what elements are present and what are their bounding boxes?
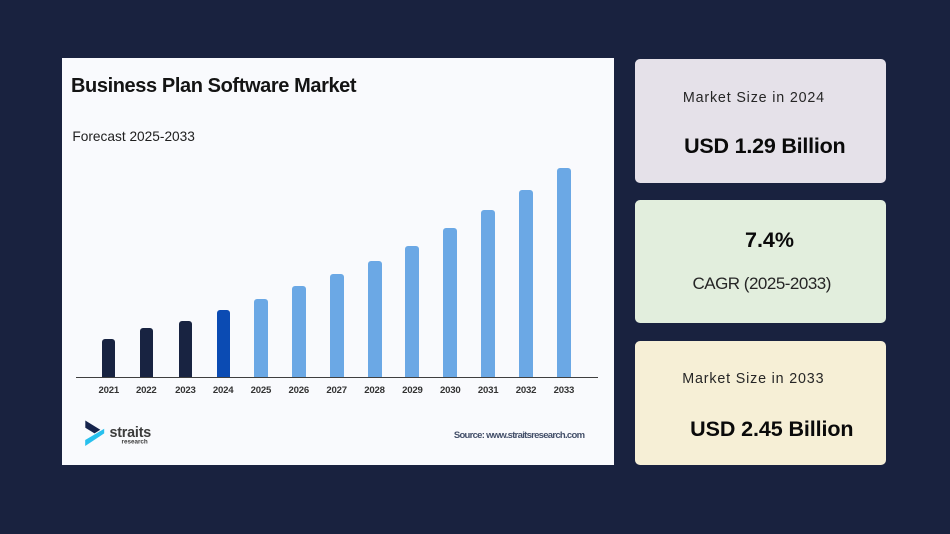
svg-text:straits: straits <box>110 425 152 441</box>
svg-text:research: research <box>122 438 148 445</box>
